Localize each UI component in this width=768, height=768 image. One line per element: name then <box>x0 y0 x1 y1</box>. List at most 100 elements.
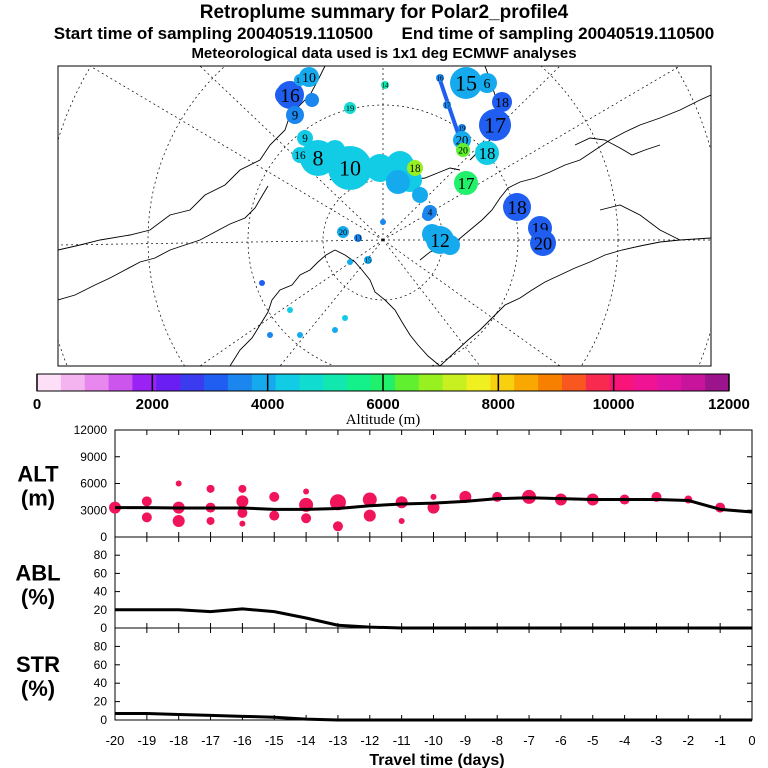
map-cluster: 16 <box>436 74 444 82</box>
map-cluster: 19 <box>458 124 466 132</box>
colorbar-tick-label: 6000 <box>366 396 399 413</box>
colorbar-cell <box>681 374 706 391</box>
panel-ylabel: ABL <box>15 561 60 586</box>
map-cluster-blob <box>297 332 303 338</box>
map-cluster-circle <box>299 67 319 87</box>
scatter-point <box>362 492 377 507</box>
map-cluster-circle <box>458 124 466 132</box>
map-cluster-label: 16 <box>437 74 445 82</box>
map-cluster: 15 <box>450 67 482 99</box>
colorbar-cell <box>514 374 539 391</box>
panel-frame <box>114 627 753 721</box>
colorbar-tick-label: 0 <box>33 396 41 413</box>
colorbar-cell <box>538 374 563 391</box>
scatter-point <box>303 488 310 495</box>
map-cluster-label: 16 <box>280 86 300 107</box>
x-tick-label: -10 <box>424 733 443 748</box>
map-cluster-label: 18 <box>479 144 496 163</box>
scatter-point <box>206 484 215 493</box>
map-cluster-label: 20 <box>339 228 347 237</box>
panel-ylabel-unit: (m) <box>21 486 55 511</box>
y-tick-label: 0 <box>100 530 107 544</box>
map-cluster-label: 14 <box>382 81 390 89</box>
map-cluster-circle <box>475 141 499 165</box>
colorbar-ticks: 0 2000 4000 6000 8000 10000 12000 <box>33 374 750 413</box>
map-cluster: 10 <box>328 146 372 190</box>
map-cluster-label: 10 <box>339 156 361 181</box>
map-cluster-blob <box>332 327 338 333</box>
map-graticule <box>58 66 711 366</box>
map-cluster-circle <box>354 234 362 242</box>
colorbar-tick-label: 2000 <box>136 396 169 413</box>
colorbar-cell <box>418 374 444 391</box>
scatter-point <box>141 496 152 507</box>
map-cluster-circle <box>344 102 356 114</box>
scatter-point <box>237 507 248 518</box>
panel-alt: 0 3000 6000 9000 12000 ALT(m) <box>17 423 753 544</box>
map-cluster-circle <box>286 106 304 124</box>
sampling-times: Start time of sampling 20040519.110500 E… <box>0 24 768 44</box>
colorbar-cell <box>323 374 348 391</box>
colorbar-cell <box>705 374 730 391</box>
map-cluster-circle <box>530 230 556 256</box>
map-cluster-circle <box>450 67 482 99</box>
start-time: Start time of sampling 20040519.110500 <box>53 24 374 43</box>
colorbar-cell <box>60 374 86 391</box>
map-cluster-label: 17 <box>458 174 475 193</box>
colorbar-cell <box>394 374 420 391</box>
colorbar-tick-label: 12000 <box>708 396 750 413</box>
colorbar-cell <box>490 374 515 391</box>
map-cluster: 18 <box>475 141 499 165</box>
colorbar: 0 2000 4000 6000 8000 10000 12000 Altitude (m) <box>33 373 750 428</box>
x-tick-label: 0 <box>748 733 755 748</box>
map-cluster: 16 <box>276 81 304 109</box>
scatter-point <box>269 491 280 502</box>
map-cluster-label: 16 <box>294 150 306 162</box>
y-tick-label: 80 <box>94 548 108 562</box>
map-clusters: 1615617181920181718192017201615109191481… <box>259 67 556 338</box>
panel-abl: 0 20 40 60 80 ABL(%) <box>15 536 753 635</box>
scatter-point <box>236 495 249 508</box>
map-cluster: 20 <box>456 143 470 157</box>
x-tick-label: -3 <box>651 733 663 748</box>
map-cluster-circle <box>276 81 304 109</box>
map-cluster: 18 <box>503 193 531 221</box>
x-tick-label: -12 <box>360 733 379 748</box>
panel-ylabel-unit: (%) <box>21 585 55 610</box>
colorbar-cell <box>466 374 491 391</box>
map-cluster-label: 17 <box>484 113 506 138</box>
map-cluster-circle <box>436 74 444 82</box>
map-cluster-blob <box>380 219 386 225</box>
colorbar-cell <box>132 374 157 391</box>
map-cluster-label: 17 <box>444 101 452 109</box>
map-cluster-label: 10 <box>302 71 316 86</box>
chart-title: Retroplume summary for Polar2_profile4 <box>199 2 569 23</box>
x-tick-label: -11 <box>393 733 411 748</box>
map-cluster: 10 <box>299 67 319 87</box>
colorbar-cell <box>561 374 587 391</box>
map-cluster-label: 20 <box>458 145 468 156</box>
scatter-point <box>175 480 182 487</box>
map-cluster-label: 4 <box>428 207 433 218</box>
scatter-point <box>239 520 246 527</box>
map-cluster-label: 15 <box>455 71 477 96</box>
map-cluster: 17 <box>479 109 511 141</box>
map-cluster-blob <box>287 307 293 313</box>
x-tick-label: -19 <box>137 733 156 748</box>
map-cluster-blob <box>267 332 273 338</box>
panel-ylabel-unit: (%) <box>21 676 55 701</box>
scatter-point <box>269 510 280 521</box>
x-axis: Travel time (days) -20 -19 -18 -17 -16 -15 -14… <box>106 733 756 768</box>
map-cluster-circle <box>454 171 478 195</box>
y-tick-label: 60 <box>94 658 108 672</box>
y-tick-label: 20 <box>94 695 108 709</box>
end-time: End time of sampling 20040519.110500 <box>401 24 715 43</box>
map-cluster-circle <box>292 147 308 163</box>
scatter-point <box>332 521 343 532</box>
timeseries-panels: 030006000900012000ALT(m)020406080ABL(%)0… <box>15 423 753 727</box>
colorbar-tick-label: 8000 <box>482 396 515 413</box>
colorbar-cell <box>84 374 110 391</box>
y-tick-label: 40 <box>94 676 108 690</box>
map-cluster-circle <box>300 140 336 176</box>
